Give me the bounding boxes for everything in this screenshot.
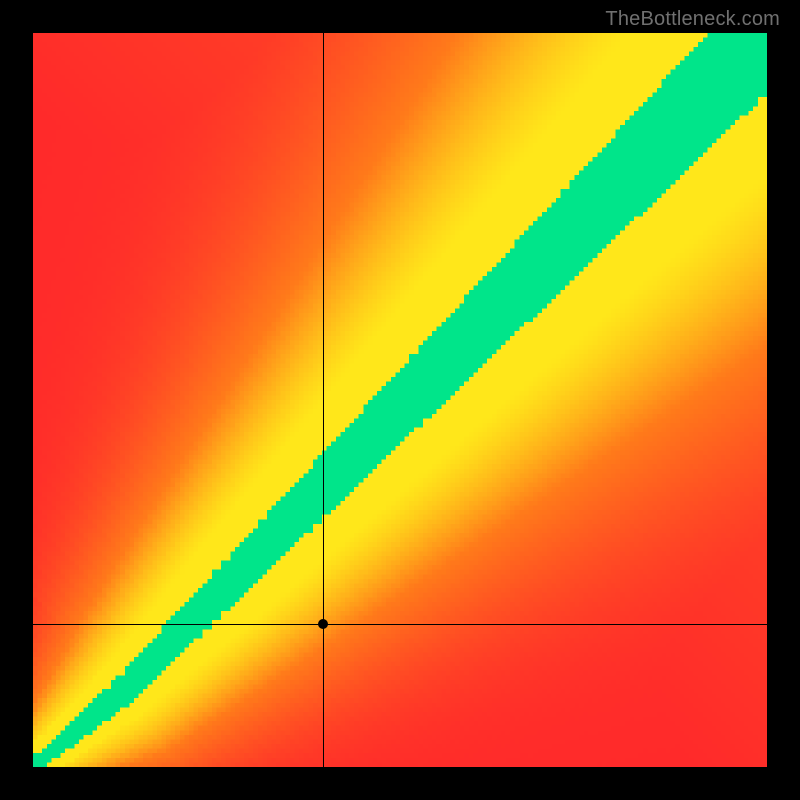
crosshair-dot: [318, 619, 328, 629]
heatmap-canvas: [33, 33, 767, 767]
watermark-text: TheBottleneck.com: [605, 8, 780, 31]
crosshair-horizontal: [33, 624, 767, 625]
crosshair-vertical: [323, 33, 324, 767]
chart-container: TheBottleneck.com: [0, 0, 800, 800]
plot-area: [33, 33, 767, 767]
